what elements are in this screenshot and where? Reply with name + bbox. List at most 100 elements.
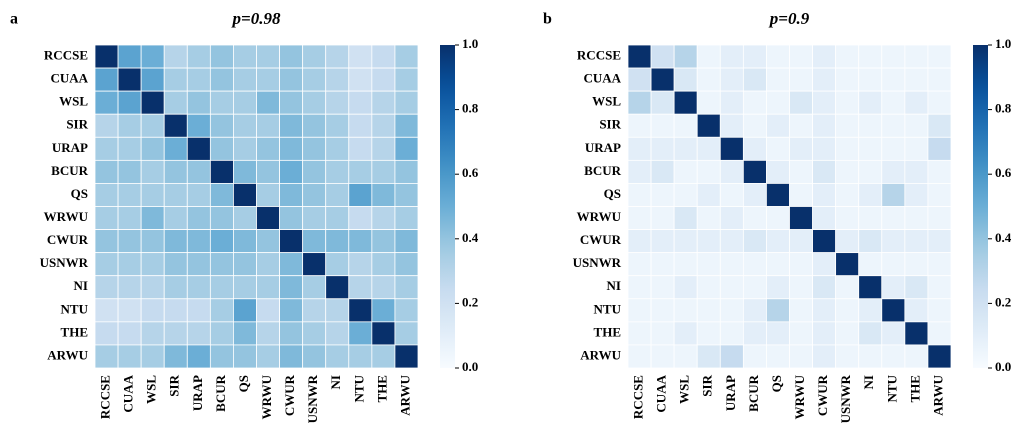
heatmap-cell	[789, 252, 813, 277]
y-tick-label: URAP	[585, 140, 621, 155]
heatmap-cell	[904, 90, 929, 115]
heatmap-cell	[673, 44, 698, 69]
heatmap-cell	[186, 321, 211, 346]
heatmap-cell	[627, 67, 652, 92]
heatmap-cell	[233, 183, 257, 207]
heatmap-cell	[394, 183, 419, 207]
heatmap-cell	[858, 275, 883, 300]
heatmap-cell	[163, 298, 188, 323]
heatmap-cell	[394, 344, 419, 369]
heatmap-cell	[650, 275, 675, 300]
heatmap-cell	[627, 275, 652, 300]
heatmap-cell	[94, 159, 119, 184]
heatmap-cell	[256, 321, 280, 346]
heatmap-cell	[325, 159, 350, 184]
heatmap-cell	[94, 298, 119, 323]
heatmap-cell	[812, 67, 837, 92]
heatmap-cell	[325, 67, 350, 92]
heatmap-cell	[696, 344, 721, 369]
y-tick-label: USNWR	[573, 255, 622, 270]
heatmap-cell	[209, 298, 234, 323]
heatmap-cell	[325, 44, 350, 69]
heatmap-cell	[186, 67, 211, 92]
heatmap-cell	[742, 229, 767, 254]
heatmap-cell	[627, 252, 652, 277]
heatmap-cell	[881, 321, 906, 346]
heatmap-cell	[812, 206, 837, 230]
heatmap-cell	[394, 206, 419, 230]
heatmap-cell	[94, 136, 119, 161]
y-tick-label: CWUR	[47, 232, 89, 247]
heatmap-cell	[233, 275, 257, 300]
heatmap-cell	[858, 344, 883, 369]
heatmap-cell	[371, 67, 396, 92]
heatmap-cell	[927, 275, 952, 300]
heatmap-cell	[117, 229, 142, 254]
heatmap-cell	[719, 136, 744, 161]
heatmap-cell	[348, 90, 373, 115]
heatmap-cell	[256, 183, 280, 207]
x-tick-label: THE	[907, 375, 922, 402]
colorbar-tick-label: 0.4	[995, 230, 1012, 245]
heatmap-cell	[394, 67, 419, 92]
heatmap-cell	[696, 90, 721, 115]
heatmap-cell	[650, 344, 675, 369]
heatmap-cell	[279, 321, 304, 346]
heatmap-cell	[719, 206, 744, 230]
heatmap-cell	[881, 275, 906, 300]
heatmap-cell	[627, 90, 652, 115]
heatmap-cell	[325, 90, 350, 115]
heatmap-cell	[348, 136, 373, 161]
heatmap-cell	[394, 136, 419, 161]
x-tick-label: URAP	[723, 375, 738, 411]
x-tick-label: WRWU	[792, 374, 807, 419]
heatmap-cell	[279, 229, 304, 254]
heatmap-cell	[117, 90, 142, 115]
heatmap-cell	[371, 321, 396, 346]
heatmap-cell	[163, 183, 188, 207]
heatmap-cell	[94, 67, 119, 92]
heatmap-cell	[371, 44, 396, 69]
heatmap-cell	[256, 90, 280, 115]
heatmap-cell	[627, 136, 652, 161]
y-tick-label: CUAA	[50, 71, 88, 86]
heatmap-cell	[789, 44, 813, 69]
heatmap-cell	[233, 206, 257, 230]
heatmap-cell	[186, 229, 211, 254]
colorbar-tick-label: 0.8	[995, 101, 1012, 116]
heatmap-cell	[858, 183, 883, 207]
x-tick-label: RCCSE	[98, 375, 113, 419]
heatmap-cell	[766, 90, 790, 115]
heatmap-cell	[186, 90, 211, 115]
heatmap-cell	[209, 206, 234, 230]
heatmap-cell	[904, 275, 929, 300]
x-tick-label: URAP	[190, 375, 205, 411]
heatmap-cell	[348, 183, 373, 207]
heatmap-cell	[927, 344, 952, 369]
heatmap-cell	[302, 183, 327, 207]
heatmap-cell	[789, 90, 813, 115]
heatmap-cell	[696, 229, 721, 254]
heatmap-cell	[371, 344, 396, 369]
heatmap-cell	[812, 275, 837, 300]
heatmap-cell	[858, 44, 883, 69]
x-tick-label: WSL	[677, 375, 692, 404]
heatmap-cell	[719, 252, 744, 277]
heatmap-cell	[927, 90, 952, 115]
heatmap-cell	[348, 252, 373, 277]
heatmap-cell	[302, 159, 327, 184]
heatmap-cell	[766, 344, 790, 369]
heatmap-cell	[186, 159, 211, 184]
colorbar-tick-label: 0.8	[462, 101, 479, 116]
x-tick-label: BCUR	[746, 374, 761, 411]
heatmap-cell	[233, 321, 257, 346]
heatmap-cell	[209, 183, 234, 207]
heatmap-cell	[163, 206, 188, 230]
colorbar-tick-label: 1.0	[462, 36, 478, 51]
heatmap-cell	[742, 206, 767, 230]
heatmap-cell	[325, 229, 350, 254]
heatmap-cell	[233, 159, 257, 184]
heatmap-cell	[371, 229, 396, 254]
heatmap-cell	[140, 298, 165, 323]
